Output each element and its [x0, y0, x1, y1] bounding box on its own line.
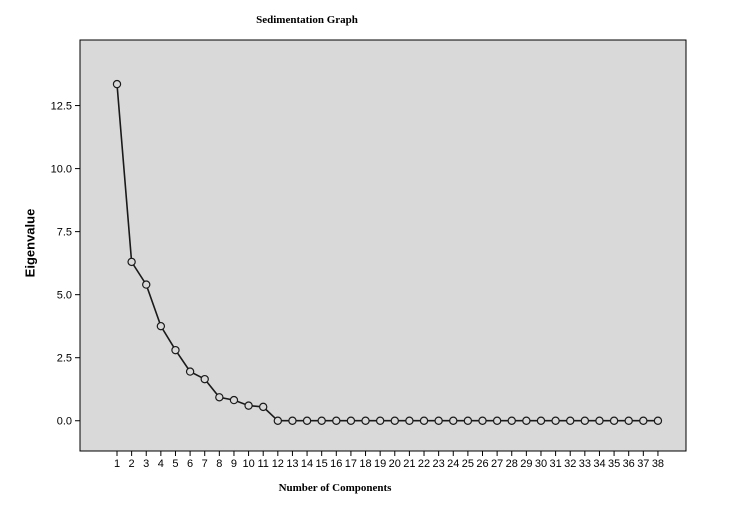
- y-tick-label: 0.0: [57, 416, 72, 428]
- data-point: [215, 393, 224, 402]
- data-point: [639, 416, 648, 425]
- data-point: [566, 416, 575, 425]
- data-point: [273, 416, 283, 425]
- y-tick-label: 5.0: [57, 290, 72, 302]
- x-tick-label: 30: [535, 458, 547, 470]
- x-tick-label: 20: [389, 458, 401, 470]
- x-tick-label: 22: [418, 458, 430, 470]
- data-point: [229, 395, 239, 405]
- x-tick-label: 38: [652, 458, 664, 470]
- x-tick-label: 10: [242, 458, 254, 470]
- data-point: [375, 416, 385, 425]
- x-tick-label: 37: [637, 458, 649, 470]
- y-tick-label: 2.5: [57, 353, 72, 365]
- x-tick-label: 11: [257, 458, 268, 470]
- chart-title: Sedimentation Graph: [256, 14, 358, 26]
- y-axis: 0.0 2.5 5.0 7.5 10.0 12.5: [51, 101, 80, 428]
- data-point: [624, 416, 633, 425]
- data-point: [244, 401, 253, 410]
- y-tick-label: 7.5: [57, 227, 72, 239]
- x-tick-label: 26: [476, 458, 488, 470]
- data-point: [171, 345, 180, 355]
- y-tick-label: 10.0: [51, 164, 72, 176]
- x-tick-label: 5: [172, 458, 178, 470]
- x-tick-label: 17: [345, 458, 357, 470]
- x-tick-label: 31: [549, 458, 561, 470]
- data-point: [317, 416, 326, 425]
- x-tick-label: 7: [202, 458, 208, 470]
- x-tick-label: 18: [359, 458, 371, 470]
- x-tick-label: 4: [158, 458, 164, 470]
- markers: [112, 79, 663, 425]
- data-point: [492, 416, 502, 425]
- x-tick-label: 35: [608, 458, 620, 470]
- x-tick-label: 14: [301, 458, 313, 470]
- x-tick-label: 2: [129, 458, 135, 470]
- x-tick-label: 21: [403, 458, 415, 470]
- data-point: [156, 321, 166, 331]
- data-point: [302, 416, 312, 425]
- data-point: [346, 416, 356, 425]
- x-tick-label: 15: [316, 458, 328, 470]
- data-point: [507, 416, 516, 425]
- y-tick-label: 12.5: [51, 101, 72, 113]
- data-point: [609, 416, 619, 425]
- data-point: [653, 416, 663, 425]
- x-tick-label: 19: [374, 458, 386, 470]
- data-point: [142, 280, 151, 289]
- plot-area: [79, 39, 687, 452]
- x-tick-label: 6: [187, 458, 193, 470]
- data-point: [449, 416, 458, 425]
- x-tick-label: 16: [330, 458, 342, 470]
- x-tick-label: 32: [564, 458, 576, 470]
- x-tick-label: 8: [216, 458, 222, 470]
- data-point: [112, 79, 122, 89]
- x-tick-label: 29: [520, 458, 532, 470]
- x-tick-label: 27: [491, 458, 503, 470]
- x-tick-label: 34: [593, 458, 605, 470]
- data-point: [595, 416, 604, 425]
- x-axis-title: Number of Components: [278, 482, 392, 494]
- data-point: [463, 416, 473, 425]
- data-point: [259, 402, 268, 412]
- x-tick-label: 13: [286, 458, 298, 470]
- data-point: [288, 416, 297, 425]
- data-point: [332, 416, 341, 425]
- data-point: [127, 257, 136, 267]
- data-point: [185, 367, 195, 376]
- x-tick-label: 12: [272, 458, 284, 470]
- x-tick-label: 25: [462, 458, 474, 470]
- data-point: [419, 416, 429, 425]
- data-point: [200, 374, 209, 384]
- data-point: [478, 416, 487, 425]
- data-point: [390, 416, 399, 425]
- x-tick-label: 33: [579, 458, 591, 470]
- x-tick-label: 1: [114, 458, 120, 470]
- x-tick-label: 24: [447, 458, 459, 470]
- x-tick-label: 3: [143, 458, 149, 470]
- data-point: [522, 416, 531, 425]
- data-point: [434, 416, 443, 425]
- data-point: [536, 416, 546, 425]
- data-point: [551, 416, 560, 425]
- x-tick-label: 23: [433, 458, 445, 470]
- x-tick-label: 28: [506, 458, 518, 470]
- data-point: [580, 416, 590, 425]
- x-tick-label: 9: [231, 458, 237, 470]
- x-axis: 1 2 3 4 5 6 7 8 9 10 11 12 13 14 15 16 17 18 19 20 21 22 23 24 2…: [114, 451, 664, 470]
- x-tick-label: 36: [623, 458, 635, 470]
- data-point: [405, 416, 414, 425]
- data-point: [361, 416, 370, 425]
